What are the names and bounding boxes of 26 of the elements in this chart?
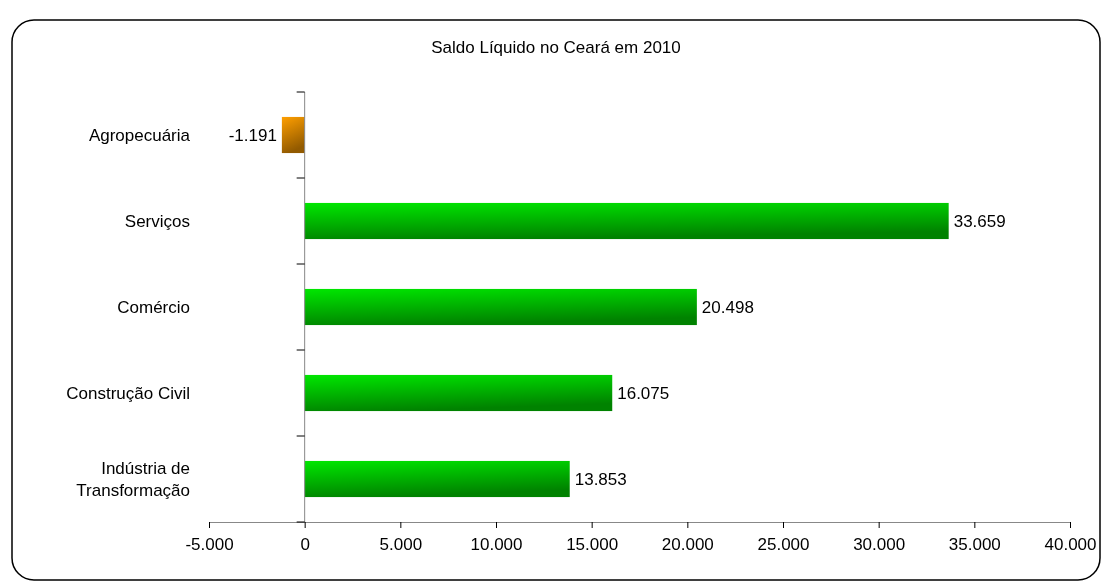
x-tick-label: 20.000 bbox=[661, 534, 714, 554]
bar bbox=[304, 202, 949, 240]
data-label: 13.853 bbox=[574, 469, 627, 489]
x-tick-label: 30.000 bbox=[853, 534, 906, 554]
y-tick-label: Serviços bbox=[124, 211, 190, 231]
y-tick-label: Construção Civil bbox=[66, 383, 190, 403]
x-tick-label: 5.000 bbox=[379, 534, 423, 554]
data-label: 16.075 bbox=[617, 383, 670, 403]
x-tick-label: 0 bbox=[300, 534, 310, 554]
x-tick-label: 40.000 bbox=[1044, 534, 1097, 554]
bar bbox=[281, 116, 305, 154]
x-tick-label: 15.000 bbox=[566, 534, 619, 554]
x-tick-label: 25.000 bbox=[757, 534, 810, 554]
bar bbox=[304, 374, 613, 412]
x-tick-label: 10.000 bbox=[470, 534, 523, 554]
data-label: 20.498 bbox=[701, 297, 754, 317]
bar bbox=[304, 460, 570, 498]
y-tick-label: Agropecuária bbox=[88, 125, 191, 145]
x-tick-label: 35.000 bbox=[948, 534, 1001, 554]
y-tick-label: Comércio bbox=[117, 297, 190, 317]
chart-title: Saldo Líquido no Ceará em 2010 bbox=[431, 38, 681, 57]
bar bbox=[304, 288, 697, 326]
y-tick-label: Indústria de Transformação bbox=[76, 458, 190, 500]
x-tick-label: -5.000 bbox=[185, 534, 234, 554]
data-label: -1.191 bbox=[228, 125, 277, 145]
data-label: 33.659 bbox=[953, 211, 1006, 231]
